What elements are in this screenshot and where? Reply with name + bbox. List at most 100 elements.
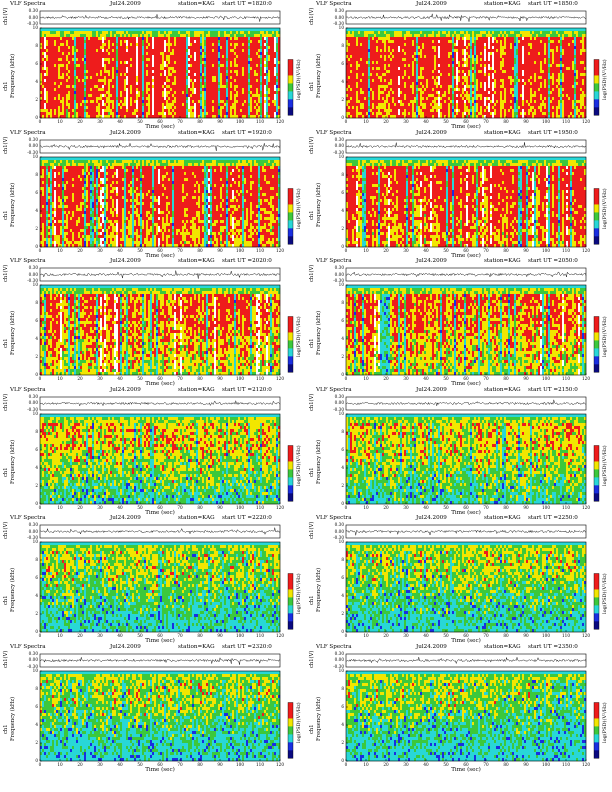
spectrogram-cell xyxy=(58,58,61,62)
spectrogram-cell xyxy=(244,97,247,101)
spectrogram-cell xyxy=(276,49,279,53)
spectrogram-cell xyxy=(94,61,97,65)
spectrogram-cell xyxy=(78,106,81,110)
spectrogram-cell xyxy=(250,31,253,35)
spectrogram-cell xyxy=(62,85,65,89)
spectrogram-cell xyxy=(400,88,403,92)
spectrogram-cell xyxy=(274,61,277,65)
spectrogram-cell xyxy=(370,115,373,119)
spectrogram-cell xyxy=(242,28,245,32)
spectrogram-cell xyxy=(264,115,267,119)
spectrogram-cell xyxy=(226,55,229,59)
spectrogram-cell xyxy=(414,58,417,62)
spectrogram-cell xyxy=(170,97,173,101)
spectrogram-cell xyxy=(104,109,107,113)
spectrogram-cell xyxy=(224,112,227,116)
spectrogram-cell xyxy=(370,76,373,80)
spectrogram-cell xyxy=(122,73,125,77)
spectrogram-cell xyxy=(360,73,363,77)
spectrogram-cell xyxy=(360,97,363,101)
spectrogram-cell xyxy=(74,94,77,98)
spectrogram-cell xyxy=(386,34,389,38)
spectrogram-cell xyxy=(376,34,379,38)
spectrogram-cell xyxy=(354,55,357,59)
spectrogram-cell xyxy=(44,100,47,104)
spectrogram-cell xyxy=(266,76,269,80)
spectrogram-cell xyxy=(138,64,141,68)
spectrogram-cell xyxy=(348,40,351,44)
spectrogram-cell xyxy=(162,70,165,74)
spectrogram-cell xyxy=(58,49,61,53)
spectrogram-cell xyxy=(154,61,157,65)
spectrogram-cell xyxy=(40,100,43,104)
spectrogram-cell xyxy=(396,43,399,47)
spectrogram-cell xyxy=(260,97,263,101)
spectrogram-cell xyxy=(154,52,157,56)
spectrogram-cell xyxy=(364,67,367,71)
spectrogram-cell xyxy=(134,31,137,35)
spectrogram-cell xyxy=(50,115,53,119)
spectrogram-cell xyxy=(262,40,265,44)
spectrogram-cell xyxy=(386,73,389,77)
spectrogram-cell xyxy=(170,88,173,92)
spectrogram-cell xyxy=(128,40,131,44)
spectrogram-cell xyxy=(394,34,397,38)
spectrogram-cell xyxy=(238,31,241,35)
spectrogram-cell xyxy=(200,37,203,41)
spectrogram-cell xyxy=(238,73,241,77)
spectrogram-cell xyxy=(172,85,175,89)
spectrogram-cell xyxy=(40,94,43,98)
spectrogram-cell xyxy=(192,52,195,56)
spectrogram-cell xyxy=(66,115,69,119)
spectrogram-cell xyxy=(156,55,159,59)
spectrogram-cell xyxy=(108,31,111,35)
spectrogram-cell xyxy=(94,49,97,53)
spectrogram-cell xyxy=(274,55,277,59)
spectrogram-cell xyxy=(204,85,207,89)
spectrogram-cell xyxy=(408,106,411,110)
spectrogram-cell xyxy=(274,115,277,119)
spectrogram-cell xyxy=(98,67,101,71)
spectrogram-cell xyxy=(188,76,191,80)
spectrogram-cell xyxy=(206,79,209,83)
spectrogram-cell xyxy=(364,64,367,68)
spectrogram-cell xyxy=(140,88,143,92)
spectrogram-cell xyxy=(146,91,149,95)
spectrogram-cell xyxy=(126,115,129,119)
spectrogram-cell xyxy=(152,49,155,53)
spectrogram-cell xyxy=(412,115,415,119)
spectrogram-cell xyxy=(400,43,403,47)
spectrogram-cell xyxy=(98,76,101,80)
spectrogram-cell xyxy=(192,100,195,104)
spectrogram-cell xyxy=(132,103,135,107)
spectrogram-cell xyxy=(172,76,175,80)
spectrogram-cell xyxy=(202,52,205,56)
spectrogram-cell xyxy=(112,109,115,113)
spectrogram-cell xyxy=(220,34,223,38)
spectrogram-cell xyxy=(56,49,59,53)
spectrogram-cell xyxy=(154,76,157,80)
spectrogram-cell xyxy=(202,115,205,119)
spectrogram-cell xyxy=(180,58,183,62)
spectrogram-cell xyxy=(402,79,405,83)
spectrogram-cell xyxy=(54,70,57,74)
spectrogram-cell xyxy=(46,67,49,71)
spectrogram-cell xyxy=(352,58,355,62)
spectrogram-cell xyxy=(366,106,369,110)
spectrogram-cell xyxy=(390,79,393,83)
spectrogram-cell xyxy=(366,40,369,44)
spectrogram-cell xyxy=(50,28,53,32)
spectrogram-cell xyxy=(218,40,221,44)
spectrogram-cell xyxy=(382,43,385,47)
spectrogram-cell xyxy=(64,55,67,59)
spectrogram-cell xyxy=(278,115,281,119)
spectrogram-cell xyxy=(86,40,89,44)
spectrogram-cell xyxy=(270,97,273,101)
spectrogram-cell xyxy=(426,112,429,116)
spectrogram-cell xyxy=(256,34,259,38)
spectrogram-cell xyxy=(80,97,83,101)
spectrogram-cell xyxy=(242,70,245,74)
spectrogram-cell xyxy=(424,94,427,98)
spectrogram-cell xyxy=(374,112,377,116)
spectrogram-cell xyxy=(386,46,389,50)
